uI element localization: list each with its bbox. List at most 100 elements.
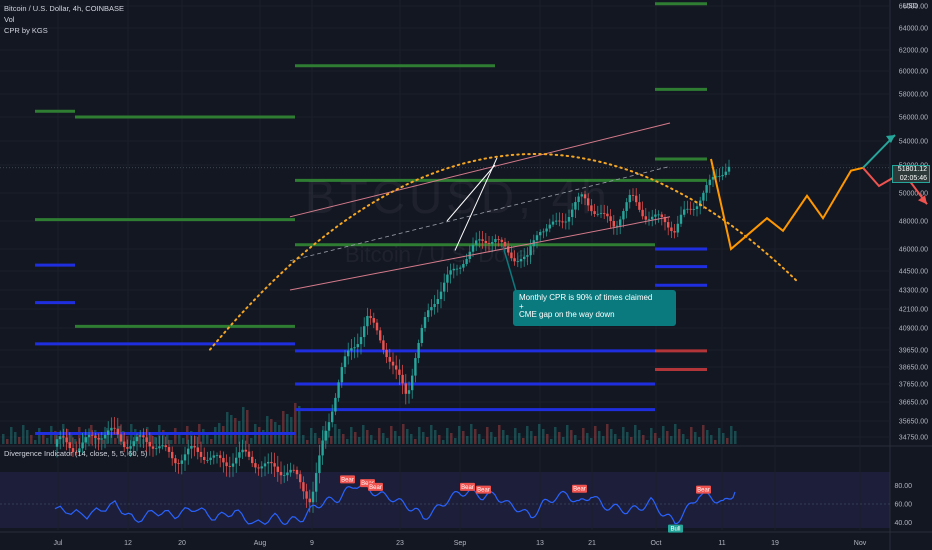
y-tick-label: 54000.00 <box>899 139 928 146</box>
volume-bar <box>426 437 429 444</box>
candle-body <box>145 437 148 442</box>
y-tick-label: 35650.00 <box>899 419 928 426</box>
candle-body <box>631 194 635 196</box>
volume-bar <box>250 438 253 444</box>
candle-body <box>251 456 254 464</box>
volume-bar <box>182 438 185 444</box>
x-tick-label: 13 <box>536 540 544 547</box>
volume-bar <box>458 426 461 444</box>
y-tick-label: 44500.00 <box>899 269 928 276</box>
currency-label[interactable]: USD <box>903 3 918 10</box>
volume-bar <box>550 439 553 444</box>
volume-bar <box>690 427 693 444</box>
candle-body <box>587 198 590 206</box>
volume-bar <box>410 434 413 444</box>
x-tick-label: Aug <box>254 540 267 547</box>
candle-body <box>427 310 430 318</box>
candle-body <box>100 438 103 440</box>
volume-legend[interactable]: Vol <box>4 15 15 24</box>
candle-body <box>334 397 337 412</box>
candle-body <box>503 241 507 247</box>
candle-body <box>676 223 679 233</box>
volume-bar <box>110 433 113 444</box>
candle-body <box>711 177 715 180</box>
candle-body <box>686 208 689 210</box>
candle-body <box>199 451 203 457</box>
candle-body <box>161 445 164 447</box>
candle-body <box>593 211 596 214</box>
candle-body <box>363 326 366 338</box>
volume-bar <box>330 436 333 444</box>
volume-bar <box>54 431 57 444</box>
candle-body <box>241 449 244 453</box>
volume-bar <box>6 439 9 444</box>
candle-body <box>183 454 187 461</box>
main-pane <box>0 0 932 444</box>
candle-body <box>657 214 660 216</box>
candle-body <box>372 318 375 323</box>
volume-bar <box>454 438 457 444</box>
volume-bar <box>666 431 669 444</box>
volume-bar <box>538 424 541 444</box>
candle-body <box>343 356 347 368</box>
volume-bar <box>578 440 581 444</box>
volume-bar <box>574 435 577 444</box>
candle-body <box>558 220 561 222</box>
volume-bar <box>702 425 705 444</box>
volume-bar <box>622 427 625 444</box>
candle-body <box>222 457 225 463</box>
candle-body <box>654 214 657 217</box>
oscillator-tick-label: 80.00 <box>894 483 912 490</box>
divergence-label-box <box>668 524 683 533</box>
last-price-value: 51801.12 <box>897 166 927 173</box>
volume-bar <box>626 432 629 444</box>
oscillator-tick-label: 40.00 <box>894 520 912 527</box>
channel-mid-line <box>289 166 671 262</box>
candle-body <box>321 440 324 456</box>
volume-bar <box>22 425 25 444</box>
candle-body <box>459 267 462 269</box>
bar-countdown: 02:05:46 <box>899 174 927 182</box>
candle-body <box>561 221 564 223</box>
candle-body <box>679 214 683 224</box>
cpr-legend[interactable]: CPR by KGS <box>4 26 48 35</box>
volume-bar <box>122 431 125 444</box>
candle-body <box>628 194 631 203</box>
candle-body <box>625 202 628 212</box>
volume-bar <box>614 434 617 444</box>
volume-bar <box>370 435 373 444</box>
oscillator-line <box>54 483 736 526</box>
oscillator-legend[interactable]: Divergence Indicator (14, close, 5, 5, 6… <box>4 449 148 458</box>
candle-body <box>609 216 612 222</box>
up-arrow-head <box>886 135 895 143</box>
volume-bar <box>230 415 233 444</box>
candle-body <box>443 282 446 292</box>
volume-bar <box>558 432 561 444</box>
volume-bar <box>234 418 237 444</box>
last-price-tag: 51801.12 02:05:46 <box>892 165 930 183</box>
candle-body <box>446 274 449 283</box>
volume-bar <box>462 431 465 444</box>
candle-body <box>65 437 68 443</box>
x-tick-label: 12 <box>124 540 132 547</box>
annotation-callout[interactable]: Monthly CPR is 90% of times claimed + CM… <box>513 290 676 326</box>
volume-bar <box>482 439 485 444</box>
candle-body <box>526 255 529 257</box>
candle-body <box>411 375 414 391</box>
candle-body <box>465 258 468 264</box>
volume-bar <box>682 434 685 444</box>
divergence-label-text: Bear <box>573 487 586 493</box>
candle-body <box>606 213 609 217</box>
volume-bar <box>146 427 149 444</box>
candle-body <box>641 209 644 217</box>
volume-bar <box>442 440 445 444</box>
candle-body <box>155 448 158 450</box>
volume-bar <box>514 428 517 444</box>
candle-body <box>433 303 436 308</box>
x-tick-label: Oct <box>651 540 662 547</box>
chart-legend: Bitcoin / U.S. Dollar, 4h, COINBASE Vol … <box>4 3 124 36</box>
symbol-legend[interactable]: Bitcoin / U.S. Dollar, 4h, COINBASE <box>4 4 125 13</box>
wedge-lower-line <box>454 157 498 251</box>
volume-bar <box>214 427 217 444</box>
